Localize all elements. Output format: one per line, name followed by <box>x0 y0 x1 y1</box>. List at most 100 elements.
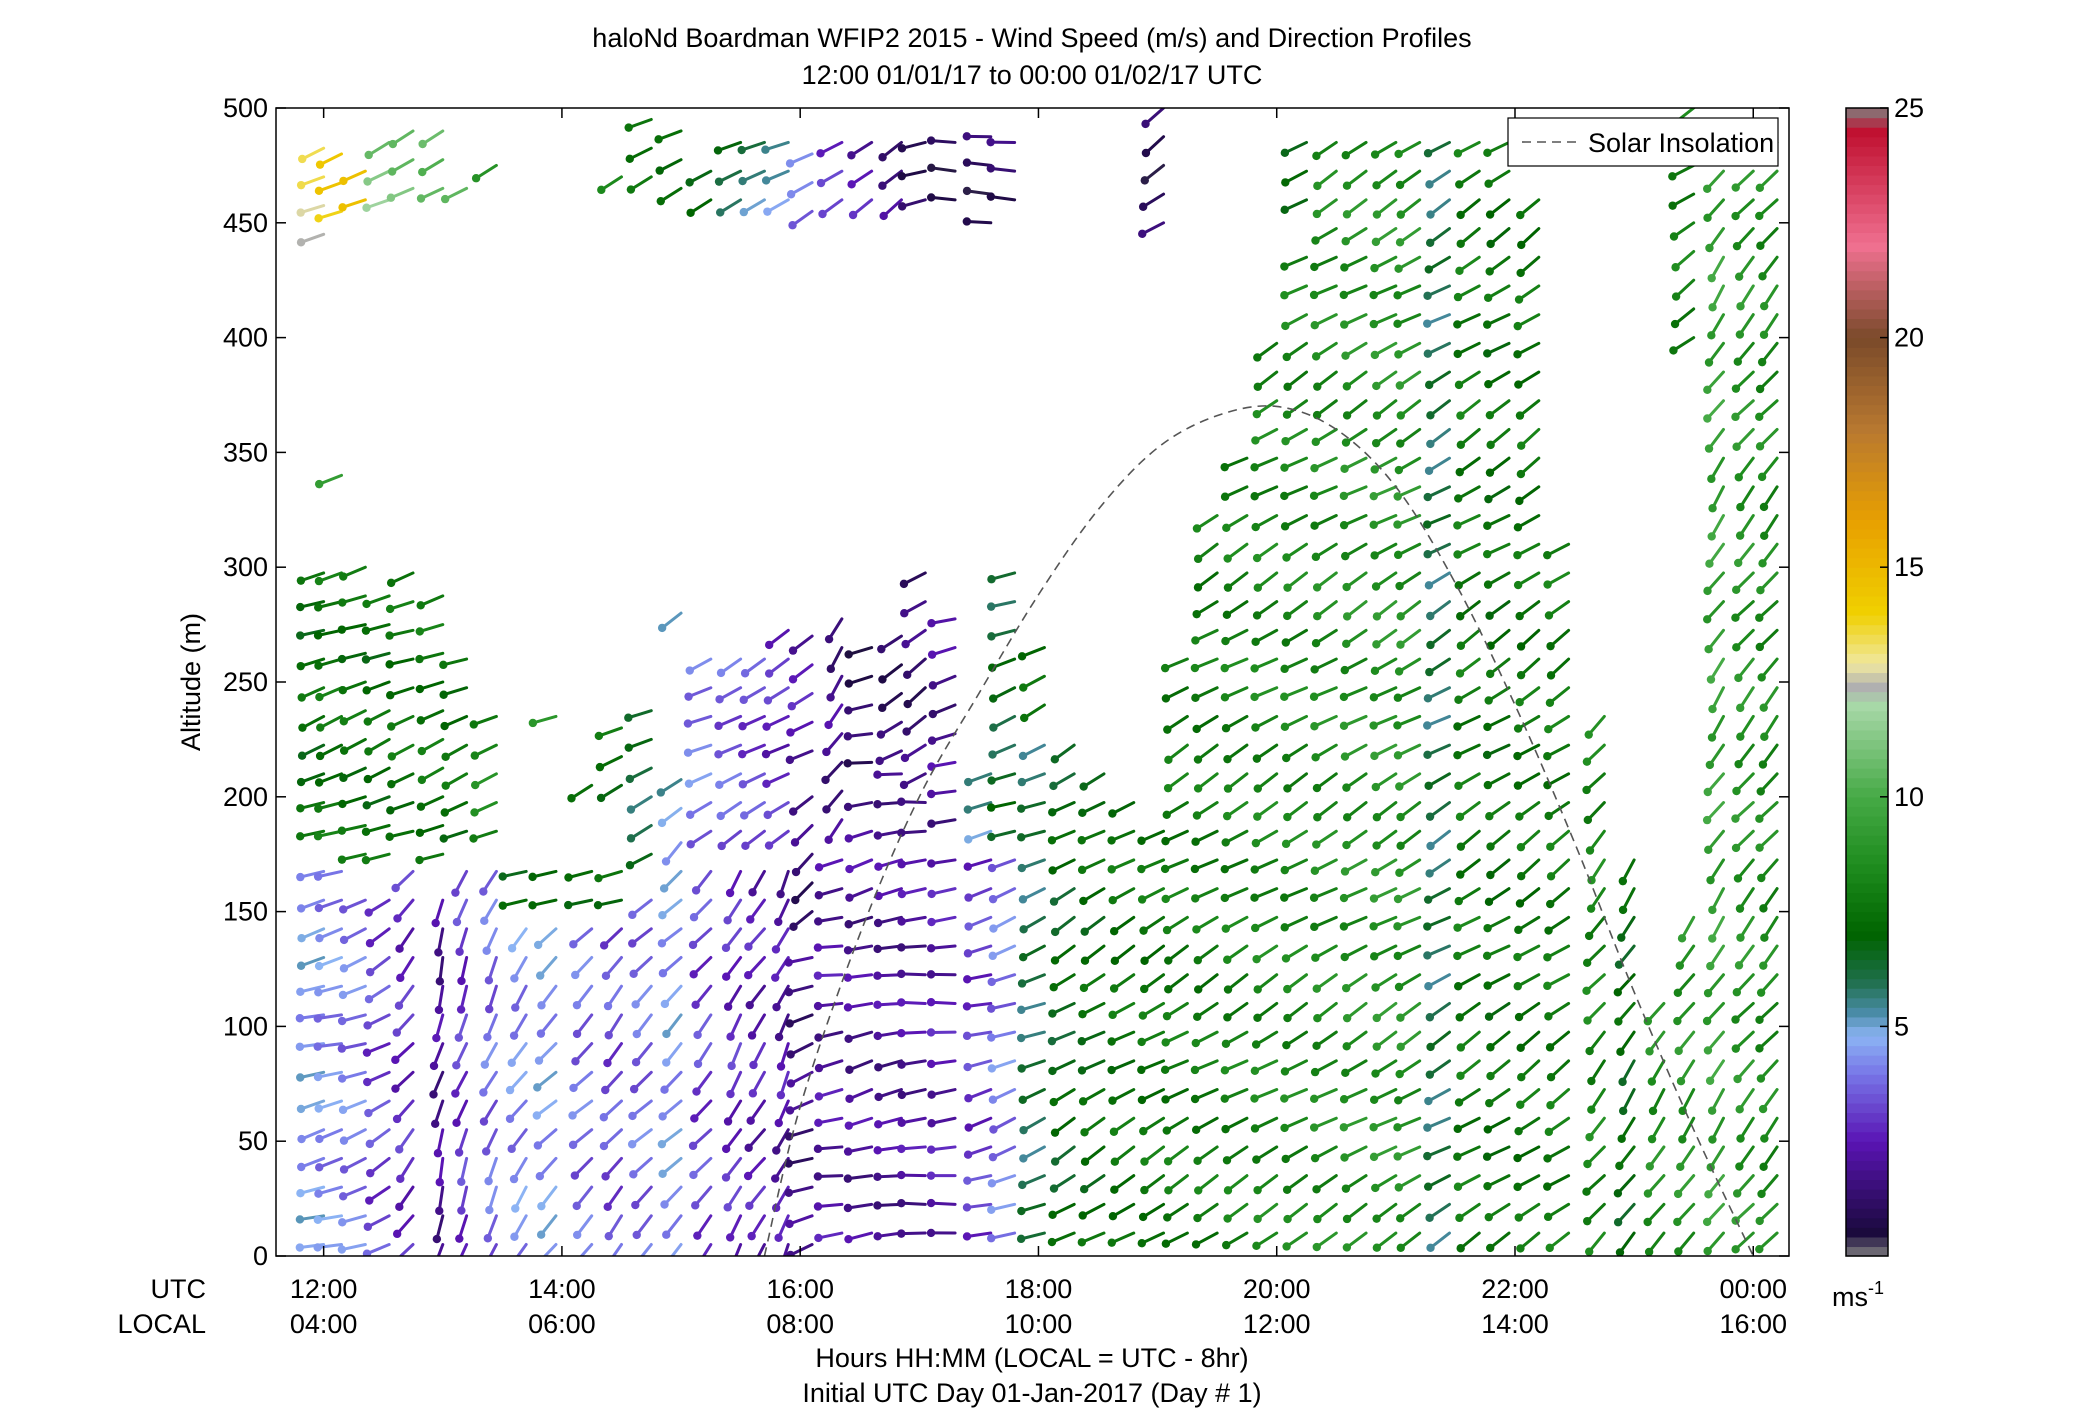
wind-barb-head <box>693 1231 702 1240</box>
wind-barb-head <box>988 1152 998 1162</box>
wind-barb-head <box>1221 924 1230 933</box>
wind-barb-head <box>927 1090 936 1099</box>
wind-barb-head <box>298 154 307 164</box>
wind-barb <box>843 732 874 741</box>
wind-barb <box>433 1128 445 1158</box>
wind-barb-head <box>897 1029 906 1038</box>
wind-barb-head <box>1019 925 1028 934</box>
wind-barb-head <box>1393 520 1402 529</box>
wind-barb-head <box>1394 1183 1403 1192</box>
wind-barb-head <box>1482 549 1492 559</box>
wind-barb-shaft <box>756 1243 766 1256</box>
wind-barb-head <box>1483 349 1492 358</box>
wind-barb-head <box>1194 985 1203 994</box>
wind-barb-head <box>314 576 324 586</box>
wind-barb-head <box>1755 843 1764 852</box>
wind-barb-head <box>1080 927 1089 936</box>
wind-barb-head <box>1339 1123 1349 1132</box>
wind-barb-head <box>1587 1105 1596 1114</box>
wind-barb-head <box>1708 504 1717 513</box>
colorbar-segment <box>1846 461 1888 473</box>
wind-barb-head <box>1513 580 1523 590</box>
wind-barb-head <box>660 1085 669 1094</box>
wind-barb-head <box>363 774 373 784</box>
wind-barb-head <box>1425 667 1434 677</box>
wind-barb-head <box>1485 611 1494 620</box>
wind-barb <box>685 657 713 675</box>
y-tick-label: 100 <box>223 1011 268 1041</box>
wind-barb <box>470 743 498 760</box>
wind-barb-head <box>314 903 324 913</box>
wind-barb-head <box>877 644 886 654</box>
wind-barb-head <box>1252 553 1262 563</box>
wind-barb-head <box>844 679 854 688</box>
y-tick-label: 150 <box>223 897 268 927</box>
wind-barb <box>625 146 653 164</box>
wind-barb-head <box>626 805 636 814</box>
wind-barb-head <box>1456 612 1465 621</box>
wind-barb-head <box>727 1263 735 1271</box>
wind-barb-head <box>1372 813 1382 822</box>
colorbar-segment <box>1846 1122 1888 1133</box>
wind-barb-head <box>657 1139 667 1149</box>
wind-barb-head <box>626 834 636 843</box>
wind-barb-head <box>313 1243 322 1252</box>
wind-barb-head <box>897 1090 907 1100</box>
wind-barb-head <box>1454 695 1463 704</box>
wind-barb-head <box>1513 724 1523 733</box>
wind-barb-head <box>1137 864 1146 874</box>
wind-barb-head <box>1137 1065 1146 1075</box>
wind-barb <box>1107 1059 1136 1075</box>
wind-barb-head <box>435 1206 444 1216</box>
wind-barb-head <box>1164 956 1173 965</box>
colorbar-segment <box>1846 232 1888 243</box>
wind-barb-head <box>1370 350 1380 360</box>
wind-barb <box>987 1174 1017 1188</box>
wind-barb <box>629 956 653 979</box>
colorbar-segment <box>1846 318 1888 329</box>
wind-barb-head <box>1706 675 1716 684</box>
wind-barb <box>394 984 415 1010</box>
wind-barb-head <box>1705 760 1715 770</box>
wind-barb <box>824 818 844 844</box>
wind-barb <box>662 1013 683 1039</box>
wind-barb-head <box>567 794 576 803</box>
wind-barb <box>611 1243 623 1256</box>
wind-barb-head <box>762 779 771 788</box>
wind-barb-head <box>338 685 347 695</box>
wind-barb-head <box>716 668 726 678</box>
colorbar-segment <box>1846 634 1888 645</box>
wind-barb <box>455 927 469 956</box>
wind-barb-head <box>509 1031 519 1040</box>
wind-barb <box>988 1088 1017 1104</box>
wind-barb <box>604 1013 623 1040</box>
wind-barb-head <box>1703 988 1713 998</box>
wind-barb <box>843 759 874 768</box>
wind-barb-head <box>1707 474 1716 484</box>
wind-barb-head <box>1193 1156 1202 1166</box>
wind-barb-head <box>1309 893 1319 902</box>
wind-barb <box>987 829 1017 842</box>
wind-barb-head <box>1047 836 1057 845</box>
colorbar-segment <box>1846 1064 1888 1075</box>
wind-barb-head <box>1140 1185 1149 1195</box>
wind-barb-head <box>1483 923 1492 933</box>
x-tick-label-local: 04:00 <box>290 1309 358 1339</box>
wind-barb-head <box>296 987 305 997</box>
wind-barb <box>628 927 653 948</box>
wind-barb-head <box>1312 209 1322 219</box>
wind-barb-head <box>1516 642 1526 651</box>
wind-barb <box>314 956 344 971</box>
wind-barb-head <box>1282 553 1291 562</box>
wind-barb-head <box>824 720 833 730</box>
wind-barb-head <box>315 933 324 943</box>
wind-barb-head <box>363 1077 372 1087</box>
wind-barb-head <box>1220 864 1229 874</box>
wind-barb-head <box>692 1087 701 1096</box>
y-tick-label: 400 <box>223 323 268 353</box>
colorbar-segment <box>1846 615 1888 626</box>
wind-barb-head <box>440 808 449 817</box>
wind-barb-head <box>1078 1009 1087 1019</box>
wind-barb <box>361 852 391 865</box>
wind-barb-head <box>1078 1211 1087 1220</box>
